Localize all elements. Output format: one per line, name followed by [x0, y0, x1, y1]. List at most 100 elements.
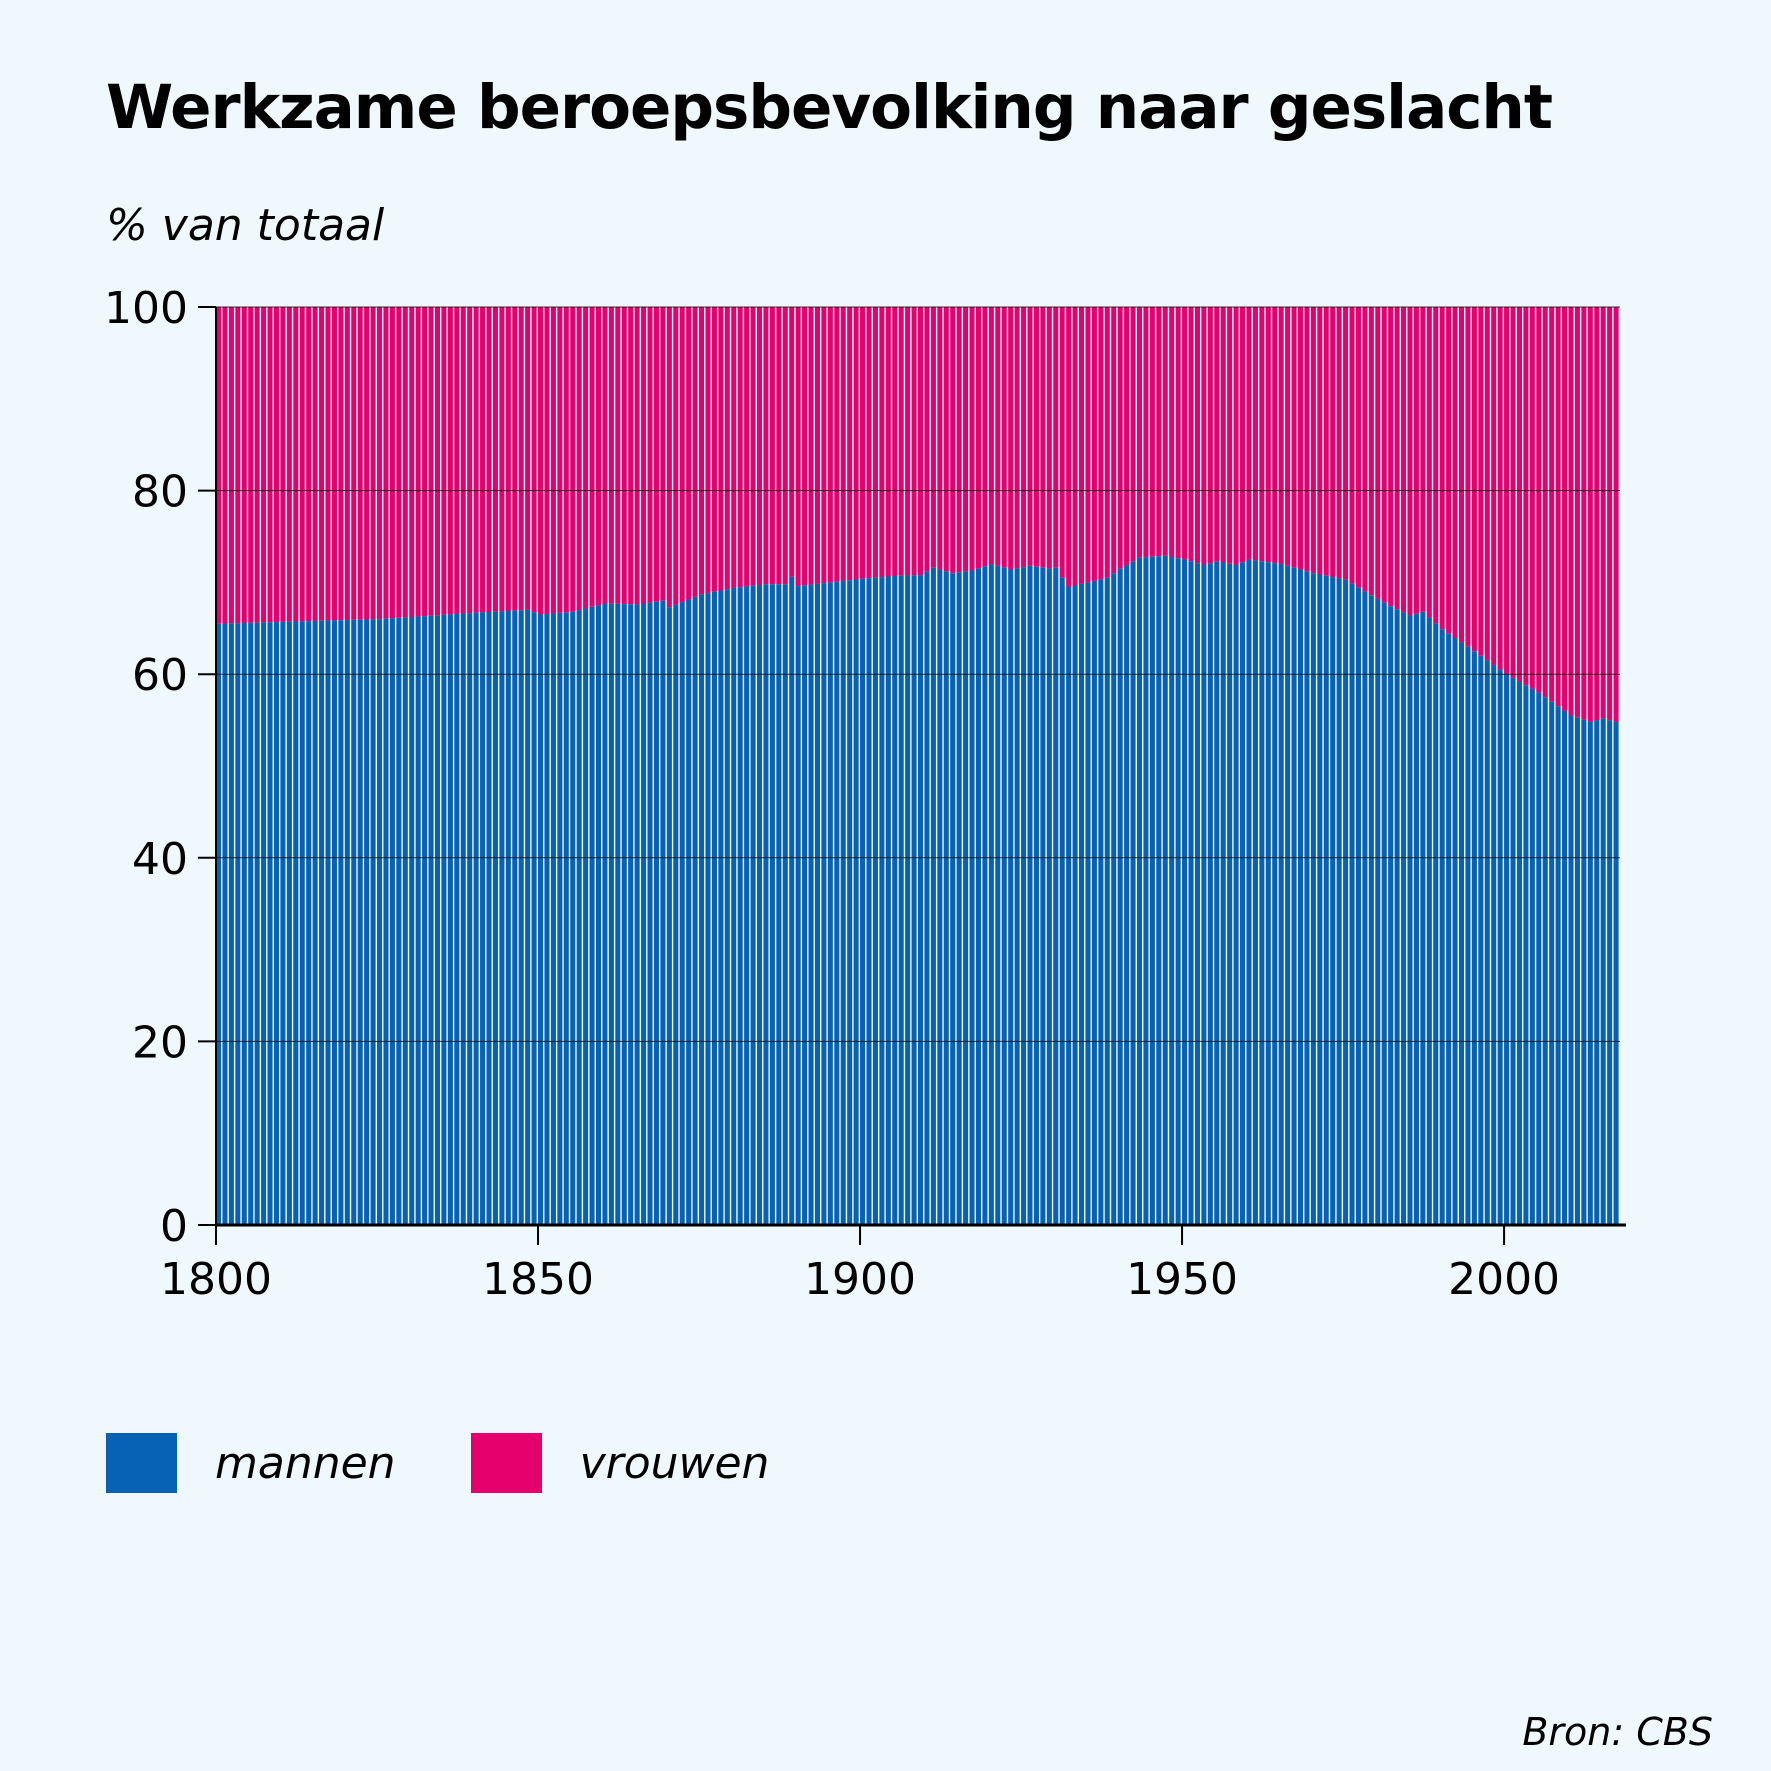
legend-label-mannen: mannen — [215, 1437, 396, 1489]
bar-vrouwen — [872, 307, 878, 578]
source-note: Bron: CBS — [1522, 1710, 1713, 1754]
bar-vrouwen — [988, 307, 994, 565]
bar-vrouwen — [1446, 307, 1452, 634]
bar-mannen — [563, 612, 569, 1225]
bar-vrouwen — [1188, 307, 1194, 562]
bar-vrouwen — [1175, 307, 1181, 559]
bar-vrouwen — [473, 307, 479, 613]
bar-vrouwen — [1594, 307, 1600, 721]
bar-vrouwen — [1285, 307, 1291, 566]
x-tick-label: 1850 — [482, 1254, 594, 1305]
bar-mannen — [1568, 715, 1574, 1225]
bar-mannen — [763, 584, 769, 1225]
bar-vrouwen — [995, 307, 1001, 566]
bar-mannen — [544, 613, 550, 1225]
bar-vrouwen — [1182, 307, 1188, 560]
bar-mannen — [396, 617, 402, 1225]
bar-mannen — [286, 621, 292, 1225]
bar-mannen — [1523, 685, 1529, 1225]
bar-vrouwen — [963, 307, 969, 572]
bar-mannen — [1613, 721, 1619, 1225]
bar-vrouwen — [480, 307, 486, 613]
bar-mannen — [261, 622, 267, 1225]
bar-vrouwen — [1465, 307, 1471, 647]
bar-mannen — [821, 583, 827, 1225]
bar-mannen — [1188, 561, 1194, 1225]
bar-vrouwen — [344, 307, 350, 621]
bar-vrouwen — [1381, 307, 1387, 603]
bar-mannen — [1600, 718, 1606, 1225]
bar-mannen — [1491, 665, 1497, 1225]
bar-mannen — [1446, 633, 1452, 1225]
bar-mannen — [1201, 564, 1207, 1225]
bar-mannen — [1246, 559, 1252, 1225]
bar-mannen — [1130, 561, 1136, 1225]
bar-mannen — [415, 616, 421, 1225]
bar-vrouwen — [370, 307, 376, 620]
bar-mannen — [879, 577, 885, 1225]
bar-mannen — [1104, 577, 1110, 1225]
bar-mannen — [1162, 555, 1168, 1225]
legend-swatch-mannen — [106, 1433, 177, 1493]
bar-vrouwen — [492, 307, 498, 612]
bar-mannen — [1574, 717, 1580, 1225]
bar-vrouwen — [428, 307, 434, 616]
bar-vrouwen — [1510, 307, 1516, 678]
bar-mannen — [499, 611, 505, 1225]
bar-vrouwen — [834, 307, 840, 582]
bar-vrouwen — [621, 307, 627, 605]
bar-vrouwen — [1040, 307, 1046, 568]
bar-mannen — [538, 614, 544, 1225]
bar-vrouwen — [615, 307, 621, 604]
bar-vrouwen — [396, 307, 402, 618]
bar-vrouwen — [563, 307, 569, 613]
bar-mannen — [280, 621, 286, 1225]
bar-mannen — [950, 573, 956, 1225]
bar-mannen — [434, 615, 441, 1225]
bar-vrouwen — [943, 307, 949, 572]
bar-vrouwen — [885, 307, 891, 577]
bar-mannen — [1323, 575, 1329, 1225]
bar-mannen — [982, 566, 988, 1225]
bar-vrouwen — [853, 307, 859, 580]
bar-mannen — [409, 616, 415, 1225]
bar-vrouwen — [795, 307, 801, 587]
bar-vrouwen — [576, 307, 582, 611]
bar-vrouwen — [1420, 307, 1426, 612]
bar-vrouwen — [1613, 307, 1619, 722]
bar-mannen — [454, 613, 460, 1225]
bar-mannen — [1265, 562, 1271, 1225]
bar-vrouwen — [1059, 307, 1065, 578]
bar-mannen — [531, 612, 537, 1225]
bar-vrouwen — [1252, 307, 1258, 561]
bar-vrouwen — [1240, 307, 1246, 563]
y-tick-label: 100 — [104, 283, 188, 334]
bar-mannen — [1014, 568, 1020, 1225]
bar-vrouwen — [705, 307, 711, 594]
bar-mannen — [866, 578, 872, 1225]
bar-mannen — [1259, 561, 1265, 1225]
bar-vrouwen — [1336, 307, 1342, 579]
bar-vrouwen — [905, 307, 911, 576]
bar-vrouwen — [840, 307, 846, 581]
bar-mannen — [1297, 569, 1304, 1225]
bar-mannen — [267, 622, 273, 1225]
bar-vrouwen — [699, 307, 705, 595]
bar-mannen — [486, 612, 492, 1225]
bar-vrouwen — [1407, 307, 1413, 616]
bar-vrouwen — [1549, 307, 1555, 702]
bar-mannen — [705, 593, 711, 1225]
bar-vrouwen — [1581, 307, 1587, 720]
bar-mannen — [1066, 586, 1072, 1225]
bar-mannen — [969, 570, 975, 1225]
bar-vrouwen — [769, 307, 775, 585]
legend-item-vrouwen: vrouwen — [470, 1433, 769, 1493]
bar-vrouwen — [789, 307, 795, 577]
bar-mannen — [1420, 611, 1426, 1225]
bar-mannen — [628, 604, 634, 1225]
bar-mannen — [570, 611, 576, 1225]
bar-mannen — [937, 569, 943, 1225]
bar-mannen — [911, 575, 917, 1225]
bar-mannen — [724, 589, 730, 1225]
bar-mannen — [1587, 721, 1593, 1225]
